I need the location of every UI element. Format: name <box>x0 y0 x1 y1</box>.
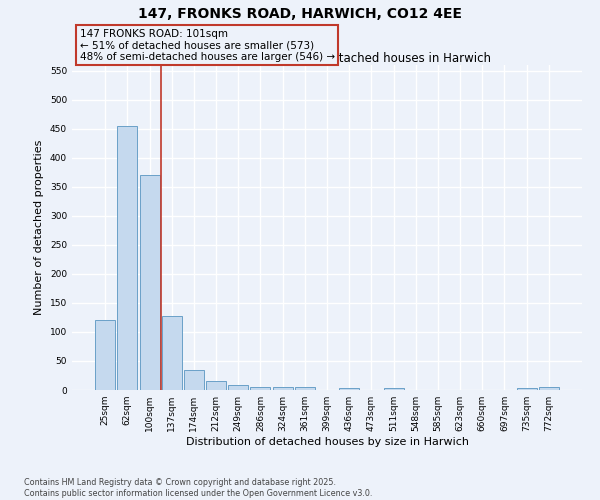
Bar <box>228 385 248 390</box>
Bar <box>272 387 293 390</box>
Text: 147, FRONKS ROAD, HARWICH, CO12 4EE: 147, FRONKS ROAD, HARWICH, CO12 4EE <box>138 8 462 22</box>
Bar <box>539 387 559 390</box>
Bar <box>206 382 226 390</box>
Bar <box>517 388 536 390</box>
Title: Size of property relative to detached houses in Harwich: Size of property relative to detached ho… <box>163 52 491 65</box>
Bar <box>250 387 271 390</box>
Text: 147 FRONKS ROAD: 101sqm
← 51% of detached houses are smaller (573)
48% of semi-d: 147 FRONKS ROAD: 101sqm ← 51% of detache… <box>80 28 335 62</box>
Text: Contains HM Land Registry data © Crown copyright and database right 2025.
Contai: Contains HM Land Registry data © Crown c… <box>24 478 373 498</box>
Bar <box>95 320 115 390</box>
X-axis label: Distribution of detached houses by size in Harwich: Distribution of detached houses by size … <box>185 437 469 447</box>
Y-axis label: Number of detached properties: Number of detached properties <box>34 140 44 315</box>
Bar <box>162 316 182 390</box>
Bar <box>383 388 404 390</box>
Bar <box>184 370 204 390</box>
Bar <box>140 176 160 390</box>
Bar <box>118 126 137 390</box>
Bar <box>295 386 315 390</box>
Bar <box>339 388 359 390</box>
